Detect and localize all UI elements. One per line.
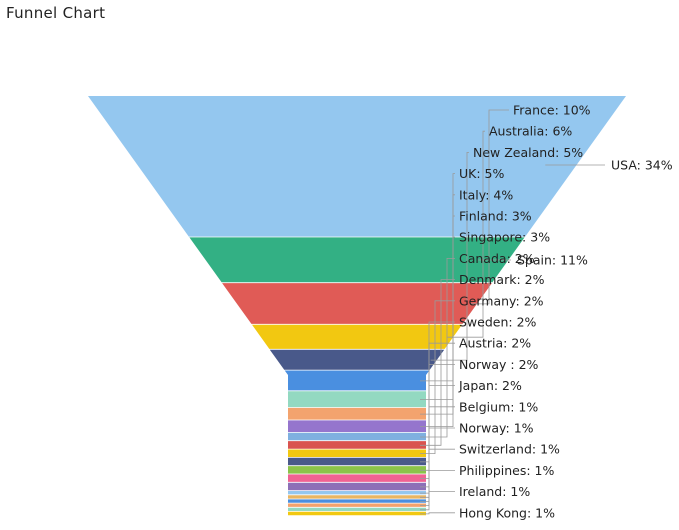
data-labels: USA: 34% Spain: 11% France: 10% Australia: … [458,103,673,521]
funnel-segment-4 [269,349,445,370]
funnel-segment-9 [288,432,426,441]
data-label-16: Belgium: 1% [459,399,538,414]
data-label-15: Japan: 2% [458,378,522,393]
funnel-segment-2 [222,283,492,324]
leader-line-20 [420,491,455,511]
data-label-3: Australia: 6% [489,124,572,139]
funnel-segment-14 [288,474,426,482]
funnel-segment-0 [88,96,626,237]
data-label-21: Hong Kong: 1% [459,505,555,520]
data-label-14: Norway : 2% [459,357,539,372]
leader-line-11 [420,300,455,455]
data-label-18: Switzerland: 1% [459,442,560,457]
data-label-9: Canada: 2% [459,251,535,266]
data-label-12: Sweden: 2% [459,315,537,330]
data-label-13: Austria: 2% [459,336,531,351]
leader-line-4 [430,151,469,361]
data-label-5: UK: 5% [459,166,504,181]
funnel-segment-8 [288,420,426,432]
data-label-6: Italy: 4% [459,187,513,202]
leader-line-8 [420,236,455,428]
data-label-17: Norway: 1% [459,421,534,436]
chart-title: Funnel Chart [6,4,106,22]
data-label-11: Germany: 2% [459,293,544,308]
funnel-segment-12 [288,457,426,466]
funnel-segment-18 [288,499,426,503]
leader-line-19 [420,469,455,507]
funnel-segment-20 [288,507,426,511]
funnel-segment-7 [288,407,426,420]
funnel-segment-1 [189,237,525,283]
data-label-10: Denmark: 2% [459,272,545,287]
label-leader-lines [420,109,605,515]
funnel-segment-15 [288,482,426,491]
funnel-segment-16 [288,491,426,495]
leader-line-9 [420,257,455,438]
leader-line-21 [420,512,455,515]
leader-line-3 [447,130,485,338]
funnel-segment-5 [284,370,430,391]
leader-line-10 [420,279,455,446]
data-label-8: Singapore: 3% [459,230,550,245]
data-label-20: Ireland: 1% [459,484,530,499]
funnel-segments [88,96,626,516]
funnel-segment-19 [288,503,426,507]
leader-line-2 [471,109,509,305]
funnel-segment-13 [288,466,426,474]
funnel-segment-10 [288,441,426,449]
funnel-segment-11 [288,449,426,457]
funnel-segment-21 [288,511,426,516]
data-label-19: Philippines: 1% [459,463,554,478]
data-label-4: New Zealand: 5% [473,145,583,160]
funnel-segment-17 [288,495,426,499]
funnel-segment-3 [252,324,462,349]
funnel-segment-6 [288,391,426,408]
data-label-7: Finland: 3% [459,209,532,224]
data-label-0: USA: 34% [611,158,673,173]
data-label-2: France: 10% [513,103,591,118]
data-label-1: Spain: 11% [517,253,588,268]
